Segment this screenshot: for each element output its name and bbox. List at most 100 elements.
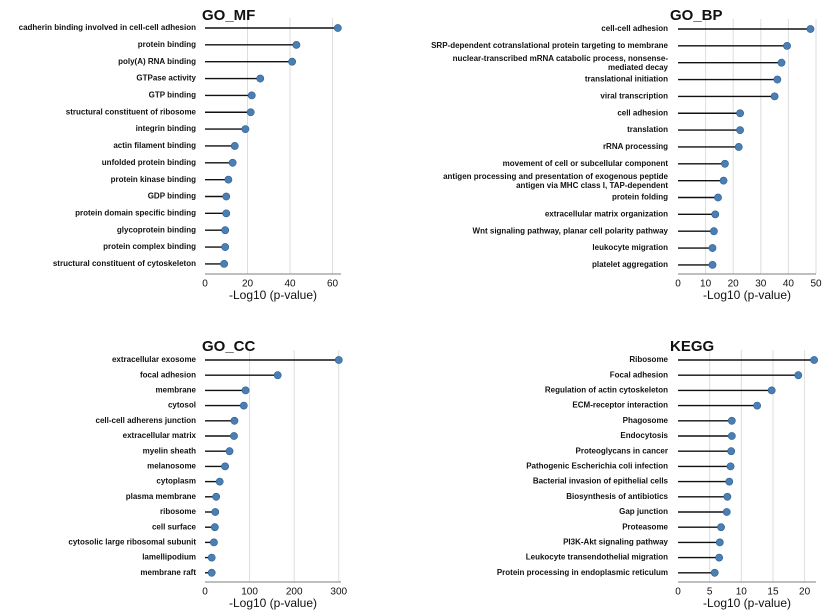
lollipop-dot bbox=[722, 508, 731, 516]
category-label: protein domain specific binding bbox=[75, 208, 196, 217]
category-label: cell-cell adhesion bbox=[601, 24, 668, 33]
lollipop-dot bbox=[710, 568, 719, 577]
category-label: leukocyte migration bbox=[592, 243, 668, 252]
x-tick-label: 200 bbox=[286, 587, 303, 598]
category-label: Gap junction bbox=[619, 507, 668, 516]
lollipop-dot bbox=[767, 386, 776, 395]
lollipop-dot bbox=[222, 192, 231, 201]
lollipop-dot bbox=[211, 508, 220, 516]
category-label: cadherin binding involved in cell-cell a… bbox=[19, 23, 196, 32]
lollipop-dot bbox=[207, 568, 216, 577]
category-label: membrane raft bbox=[140, 568, 196, 577]
lollipop-dot bbox=[221, 462, 229, 471]
category-label: PI3K-Akt signaling pathway bbox=[563, 538, 668, 547]
lollipop-dot bbox=[241, 125, 250, 134]
lollipop-dot bbox=[222, 209, 231, 218]
category-label: membrane bbox=[156, 386, 197, 395]
lollipop-dot bbox=[721, 159, 729, 168]
x-tick-label: 15 bbox=[767, 587, 779, 598]
lollipop-dot bbox=[215, 477, 224, 486]
lollipop-dot bbox=[708, 244, 717, 252]
lollipop-dot bbox=[726, 462, 735, 471]
lollipop-dot bbox=[715, 538, 724, 547]
chart-title: GO_CC bbox=[202, 338, 256, 355]
category-label: SRP-dependent cotranslational protein ta… bbox=[431, 41, 668, 50]
category-label: rRNA processing bbox=[603, 142, 668, 151]
lollipop-dot bbox=[221, 226, 230, 235]
lollipop-dot bbox=[230, 432, 238, 440]
lollipop-dot bbox=[212, 492, 221, 501]
x-tick-label: 40 bbox=[284, 279, 296, 290]
lollipop-dot bbox=[717, 523, 725, 532]
category-label: Proteoglycans in cancer bbox=[576, 446, 668, 455]
lollipop-dot bbox=[207, 553, 216, 562]
category-label: Wnt signaling pathway, planar cell polar… bbox=[473, 226, 669, 235]
lollipop-dot bbox=[210, 538, 218, 547]
lollipop-dot bbox=[719, 176, 728, 185]
x-tick-label: 10 bbox=[736, 587, 748, 598]
category-label: Ribosome bbox=[629, 355, 668, 364]
lollipop-dot bbox=[736, 126, 744, 135]
lollipop-dot bbox=[210, 523, 219, 532]
category-label: Proteasome bbox=[622, 522, 668, 531]
category-label: Phagosome bbox=[623, 416, 669, 425]
category-label: viral transcription bbox=[600, 92, 668, 101]
category-label: structural constituent of ribosome bbox=[66, 107, 197, 116]
category-label: ECM-receptor interaction bbox=[572, 401, 668, 410]
category-label: GTP binding bbox=[149, 91, 197, 100]
lollipop-dot bbox=[734, 143, 743, 151]
lollipop-dot bbox=[753, 401, 762, 410]
lollipop-dot bbox=[806, 25, 815, 33]
panel-go-cc: GO_CC extracellular exosome focal adhesion… bbox=[68, 338, 347, 610]
lollipop-dot bbox=[725, 477, 734, 486]
lollipop-dot bbox=[708, 260, 717, 269]
lollipop-dot bbox=[727, 447, 736, 456]
category-label: melanosome bbox=[147, 462, 196, 471]
category-label: actin filament binding bbox=[113, 141, 196, 150]
x-tick-label: 20 bbox=[242, 279, 254, 290]
lollipop-dot bbox=[220, 259, 229, 268]
category-label: Biosynthesis of antibiotics bbox=[566, 492, 668, 501]
category-label: ribosome bbox=[160, 507, 197, 516]
category-label: lamellipodium bbox=[142, 553, 196, 562]
category-label: poly(A) RNA binding bbox=[118, 57, 196, 66]
lollipop-dot bbox=[727, 416, 736, 425]
lollipop-dot bbox=[715, 553, 724, 562]
category-label: cytoplasm bbox=[156, 477, 196, 486]
lollipop-dot bbox=[228, 158, 237, 167]
category-label: nuclear-transcribed mRNA catabolic proce… bbox=[453, 54, 669, 72]
panel-go-mf: GO_MF cadherin binding involved in cell-c… bbox=[19, 7, 342, 302]
lollipop-dot bbox=[230, 416, 239, 425]
lollipop-dot bbox=[794, 371, 803, 380]
category-label: extracellular exosome bbox=[112, 355, 197, 364]
x-axis-label: -Log10 (p-value) bbox=[703, 596, 791, 610]
x-tick-label: 40 bbox=[783, 279, 795, 290]
lollipop-dot bbox=[292, 40, 301, 49]
category-label: Bacterial invasion of epithelial cells bbox=[533, 477, 669, 486]
category-label: glycoprotein binding bbox=[117, 225, 196, 234]
category-label: cytosolic large ribosomal subunit bbox=[68, 538, 196, 547]
lollipop-dot bbox=[709, 227, 718, 236]
lollipop-dot bbox=[810, 356, 819, 364]
lollipop-dot bbox=[247, 91, 256, 100]
x-tick-label: 10 bbox=[700, 279, 712, 290]
category-label: myelin sheath bbox=[143, 446, 196, 455]
x-tick-label: 50 bbox=[810, 279, 822, 290]
lollipop-dot bbox=[241, 386, 250, 395]
lollipop-dot bbox=[334, 356, 343, 364]
x-tick-label: 60 bbox=[327, 279, 339, 290]
category-label: cell-cell adherens junction bbox=[96, 416, 197, 425]
x-tick-label: 100 bbox=[241, 587, 258, 598]
x-axis-label: -Log10 (p-value) bbox=[229, 596, 317, 610]
chart-title: GO_BP bbox=[670, 7, 723, 24]
category-label: cell surface bbox=[152, 522, 197, 531]
x-tick-label: 30 bbox=[755, 279, 767, 290]
x-tick-label: 0 bbox=[202, 279, 208, 290]
category-label: Endocytosis bbox=[620, 431, 668, 440]
category-label: extracellular matrix organization bbox=[545, 209, 668, 218]
category-label: protein complex binding bbox=[103, 242, 196, 251]
lollipop-dot bbox=[246, 108, 255, 117]
chart-title: KEGG bbox=[670, 338, 714, 355]
